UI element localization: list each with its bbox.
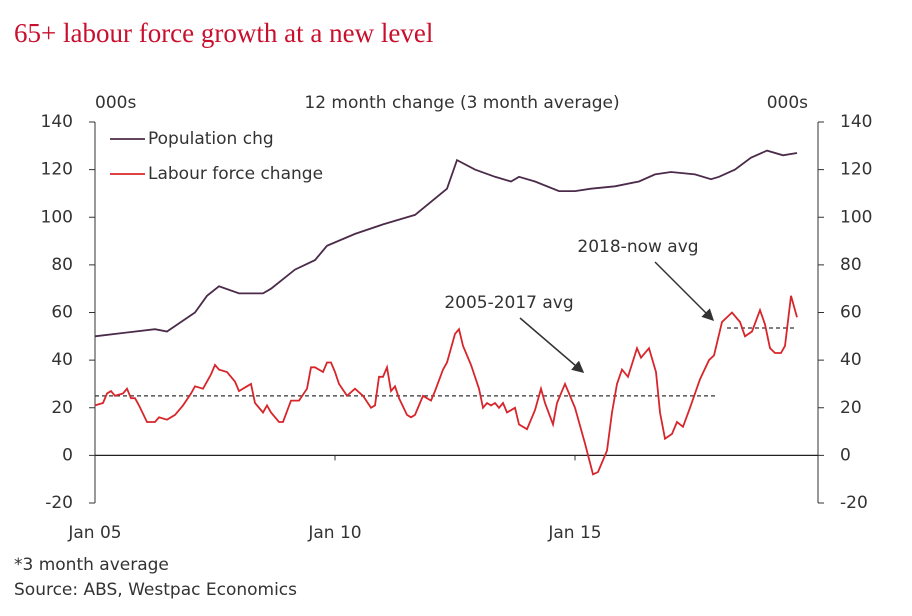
annotation-arrow	[519, 317, 585, 373]
annotation: 2018-now avg	[577, 237, 698, 257]
y2-tick-label: -20	[840, 493, 868, 513]
y2-tick-label: 40	[840, 350, 862, 370]
note: *3 month average	[14, 555, 169, 575]
y-tick-label: 80	[51, 255, 73, 275]
y2-tick-label: 120	[840, 160, 872, 180]
legend-label: Labour force change	[148, 164, 323, 184]
y2-tick-label: 80	[840, 255, 862, 275]
series-line	[94, 149, 798, 338]
y2-tick-label: 140	[840, 112, 872, 132]
y-axis-label: 000s	[95, 93, 136, 113]
y-tick-label: 60	[51, 303, 73, 323]
annotation: 2005-2017 avg	[444, 293, 573, 313]
x-tick-label: Jan 05	[67, 523, 121, 543]
y2-tick-label: 60	[840, 303, 862, 323]
x-tick-label: Jan 10	[307, 523, 361, 543]
note: Source: ABS, Westpac Economics	[14, 580, 297, 600]
series-line	[94, 295, 798, 476]
y2-tick-label: 20	[840, 398, 862, 418]
y-tick-label: 120	[41, 160, 73, 180]
y-tick-label: 100	[41, 207, 73, 227]
y-tick-label: 140	[41, 112, 73, 132]
y-tick-label: 20	[51, 398, 73, 418]
legend-label: Population chg	[148, 129, 274, 149]
y-tick-label: 40	[51, 350, 73, 370]
chart-title: 65+ labour force growth at a new level	[14, 18, 433, 48]
y-tick-label: 0	[62, 445, 73, 465]
subtitle: 12 month change (3 month average)	[304, 93, 619, 113]
y2-tick-label: 100	[840, 207, 872, 227]
y-tick-label: -20	[45, 493, 73, 513]
x-tick-label: Jan 15	[547, 523, 601, 543]
y2-tick-label: 0	[840, 445, 851, 465]
annotation-arrow	[654, 261, 715, 322]
y2-axis-label: 000s	[767, 93, 808, 113]
